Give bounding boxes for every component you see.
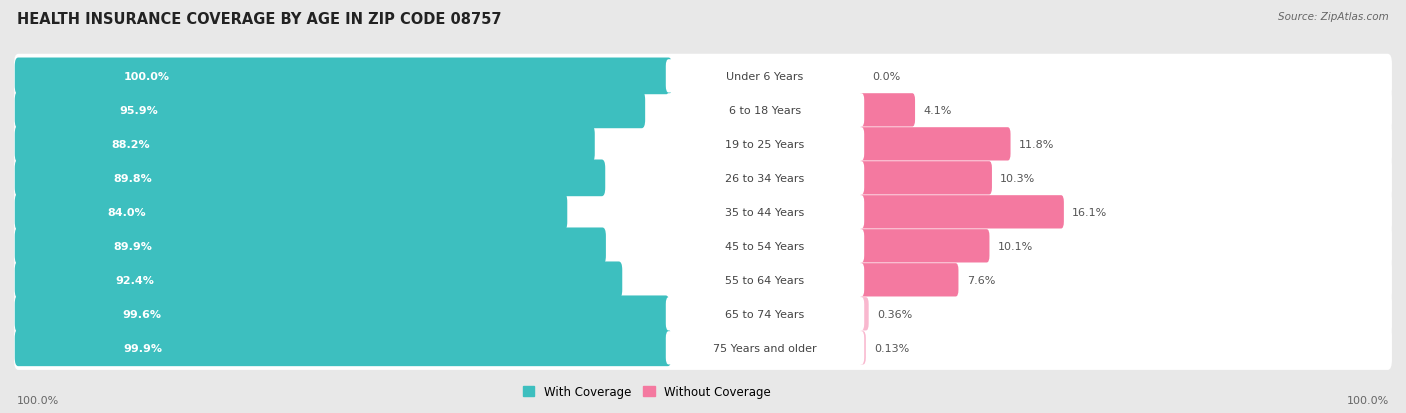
FancyBboxPatch shape: [14, 190, 1392, 234]
Text: 0.13%: 0.13%: [875, 343, 910, 353]
Text: 99.9%: 99.9%: [124, 343, 162, 353]
FancyBboxPatch shape: [14, 224, 1392, 268]
FancyBboxPatch shape: [666, 128, 865, 161]
Text: 100.0%: 100.0%: [17, 395, 59, 405]
FancyBboxPatch shape: [859, 297, 869, 331]
Text: 0.36%: 0.36%: [877, 309, 912, 319]
FancyBboxPatch shape: [859, 331, 866, 365]
FancyBboxPatch shape: [666, 60, 865, 93]
FancyBboxPatch shape: [666, 162, 865, 195]
Text: 65 to 74 Years: 65 to 74 Years: [725, 309, 804, 319]
Text: 88.2%: 88.2%: [111, 140, 150, 150]
Text: 10.1%: 10.1%: [998, 241, 1033, 251]
Text: 100.0%: 100.0%: [124, 72, 169, 82]
FancyBboxPatch shape: [14, 326, 1392, 370]
FancyBboxPatch shape: [14, 262, 623, 299]
FancyBboxPatch shape: [14, 292, 1392, 336]
FancyBboxPatch shape: [14, 126, 595, 163]
FancyBboxPatch shape: [859, 94, 915, 127]
Text: 95.9%: 95.9%: [120, 106, 157, 116]
FancyBboxPatch shape: [666, 230, 865, 263]
FancyBboxPatch shape: [859, 196, 1064, 229]
Text: 26 to 34 Years: 26 to 34 Years: [725, 173, 804, 183]
Text: 55 to 64 Years: 55 to 64 Years: [725, 275, 804, 285]
FancyBboxPatch shape: [666, 297, 865, 331]
FancyBboxPatch shape: [14, 123, 1392, 166]
Text: 92.4%: 92.4%: [115, 275, 155, 285]
Text: 7.6%: 7.6%: [967, 275, 995, 285]
Text: 89.9%: 89.9%: [114, 241, 152, 251]
Text: 35 to 44 Years: 35 to 44 Years: [725, 207, 804, 217]
FancyBboxPatch shape: [666, 263, 865, 297]
FancyBboxPatch shape: [14, 330, 671, 366]
Text: HEALTH INSURANCE COVERAGE BY AGE IN ZIP CODE 08757: HEALTH INSURANCE COVERAGE BY AGE IN ZIP …: [17, 12, 502, 27]
Text: 89.8%: 89.8%: [114, 173, 152, 183]
FancyBboxPatch shape: [859, 128, 1011, 161]
Text: 99.6%: 99.6%: [122, 309, 162, 319]
FancyBboxPatch shape: [14, 88, 1392, 133]
Text: Source: ZipAtlas.com: Source: ZipAtlas.com: [1278, 12, 1389, 22]
FancyBboxPatch shape: [14, 92, 645, 129]
Text: 100.0%: 100.0%: [1347, 395, 1389, 405]
Text: 75 Years and older: 75 Years and older: [713, 343, 817, 353]
Text: 19 to 25 Years: 19 to 25 Years: [725, 140, 804, 150]
FancyBboxPatch shape: [14, 194, 567, 230]
Text: 0.0%: 0.0%: [873, 72, 901, 82]
Text: 84.0%: 84.0%: [107, 207, 146, 217]
Text: 6 to 18 Years: 6 to 18 Years: [728, 106, 801, 116]
FancyBboxPatch shape: [859, 263, 959, 297]
FancyBboxPatch shape: [14, 258, 1392, 302]
FancyBboxPatch shape: [14, 55, 1392, 99]
FancyBboxPatch shape: [859, 230, 990, 263]
FancyBboxPatch shape: [14, 296, 669, 332]
Text: Under 6 Years: Under 6 Years: [727, 72, 804, 82]
Text: 45 to 54 Years: 45 to 54 Years: [725, 241, 804, 251]
Legend: With Coverage, Without Coverage: With Coverage, Without Coverage: [517, 381, 776, 403]
FancyBboxPatch shape: [666, 196, 865, 229]
FancyBboxPatch shape: [14, 157, 1392, 200]
Text: 4.1%: 4.1%: [924, 106, 952, 116]
Text: 16.1%: 16.1%: [1073, 207, 1108, 217]
FancyBboxPatch shape: [666, 94, 865, 127]
Text: 11.8%: 11.8%: [1019, 140, 1054, 150]
FancyBboxPatch shape: [14, 228, 606, 265]
FancyBboxPatch shape: [666, 331, 865, 365]
Text: 10.3%: 10.3%: [1000, 173, 1035, 183]
FancyBboxPatch shape: [14, 160, 605, 197]
FancyBboxPatch shape: [859, 162, 993, 195]
FancyBboxPatch shape: [14, 58, 672, 95]
